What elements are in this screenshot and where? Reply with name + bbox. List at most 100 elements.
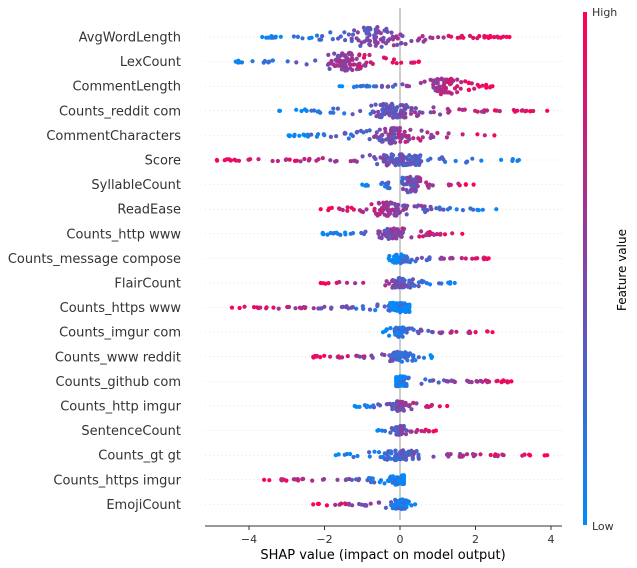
shap-point: [545, 453, 550, 458]
shap-point: [396, 475, 401, 480]
shap-point: [426, 158, 431, 163]
shap-point: [283, 157, 288, 162]
shap-point: [349, 132, 354, 137]
shap-point: [294, 107, 299, 112]
shap-point: [460, 208, 465, 213]
shap-point: [338, 232, 343, 237]
shap-point: [311, 306, 316, 311]
x-axis: −4 −2 0 2 4 SHAP value (impact on model outp…: [205, 525, 562, 563]
shap-point: [367, 454, 372, 459]
shap-point: [384, 137, 389, 142]
shap-point: [445, 403, 450, 409]
shap-point: [383, 129, 388, 135]
shap-point: [398, 139, 403, 144]
shap-point: [264, 305, 269, 310]
shap-point: [404, 428, 409, 433]
shap-point: [446, 79, 451, 84]
shap-point: [418, 176, 423, 181]
shap-point: [461, 35, 466, 40]
shap-point: [390, 154, 395, 159]
shap-point: [354, 306, 359, 311]
feature-label: SyllableCount: [91, 178, 181, 193]
shap-point: [397, 129, 402, 134]
shap-point: [413, 110, 418, 115]
shap-point: [365, 183, 370, 188]
shap-point: [395, 383, 400, 388]
shap-point: [420, 135, 425, 140]
shap-point: [403, 41, 408, 47]
shap-point: [374, 35, 379, 40]
shap-point: [337, 280, 342, 285]
shap-point: [383, 283, 388, 288]
feature-label: Counts_imgur com: [59, 326, 181, 341]
shap-point: [442, 82, 447, 87]
shap-point: [475, 132, 480, 137]
shap-point: [386, 160, 391, 165]
feature-label: CommentLength: [72, 80, 181, 95]
shap-point: [414, 401, 419, 406]
shap-point: [309, 132, 314, 137]
shap-point: [410, 456, 415, 462]
shap-point: [318, 207, 323, 212]
shap-point: [334, 134, 339, 139]
shap-point: [335, 54, 340, 59]
shap-point: [326, 281, 331, 286]
shap-point: [413, 162, 418, 168]
shap-point: [387, 37, 392, 42]
shap-point: [337, 63, 342, 68]
shap-point: [492, 35, 497, 40]
shap-point: [388, 359, 393, 364]
shap-point: [388, 231, 394, 236]
shap-point: [412, 60, 417, 65]
shap-point: [402, 112, 407, 117]
shap-point: [474, 379, 479, 384]
shap-point: [404, 155, 409, 160]
shap-point: [320, 34, 325, 39]
shap-point: [314, 134, 319, 139]
shap-point: [375, 41, 380, 46]
shap-point: [500, 452, 505, 457]
shap-point: [354, 67, 359, 72]
shap-point: [408, 285, 413, 290]
shap-point: [302, 156, 307, 162]
shap-point: [409, 503, 414, 508]
shap-point: [430, 354, 435, 359]
shap-point: [478, 452, 483, 457]
shap-point: [365, 403, 370, 408]
shap-point: [486, 256, 491, 261]
feature-label: EmojiCount: [106, 498, 181, 513]
shap-point: [391, 43, 396, 48]
shap-point: [416, 454, 421, 459]
shap-point: [409, 161, 414, 166]
shap-point: [408, 429, 413, 434]
shap-point: [378, 37, 383, 42]
x-tick-label: −2: [316, 533, 332, 546]
feature-label: AvgWordLength: [79, 31, 181, 46]
shap-point: [310, 478, 315, 483]
shap-point: [329, 205, 334, 210]
shap-point: [384, 402, 389, 407]
shap-point: [498, 35, 503, 40]
shap-point: [398, 428, 403, 433]
shap-point: [375, 30, 380, 35]
shap-point: [384, 26, 389, 31]
shap-point: [377, 127, 382, 132]
shap-point: [418, 138, 423, 143]
shap-point: [375, 304, 380, 309]
feature-label: Score: [145, 154, 181, 169]
shap-point: [222, 158, 227, 163]
shap-point: [392, 260, 397, 265]
shap-point: [372, 449, 377, 454]
shap-point: [395, 399, 400, 404]
shap-point: [360, 209, 366, 215]
shap-point: [328, 134, 333, 139]
shap-point: [400, 226, 405, 231]
shap-point: [419, 128, 424, 133]
shap-point: [364, 129, 369, 134]
shap-point: [371, 84, 376, 89]
shap-point: [373, 308, 378, 313]
shap-point: [380, 330, 386, 335]
shap-point: [271, 35, 276, 40]
shap-point: [351, 62, 356, 67]
feature-label: Counts_gt gt: [98, 449, 181, 464]
